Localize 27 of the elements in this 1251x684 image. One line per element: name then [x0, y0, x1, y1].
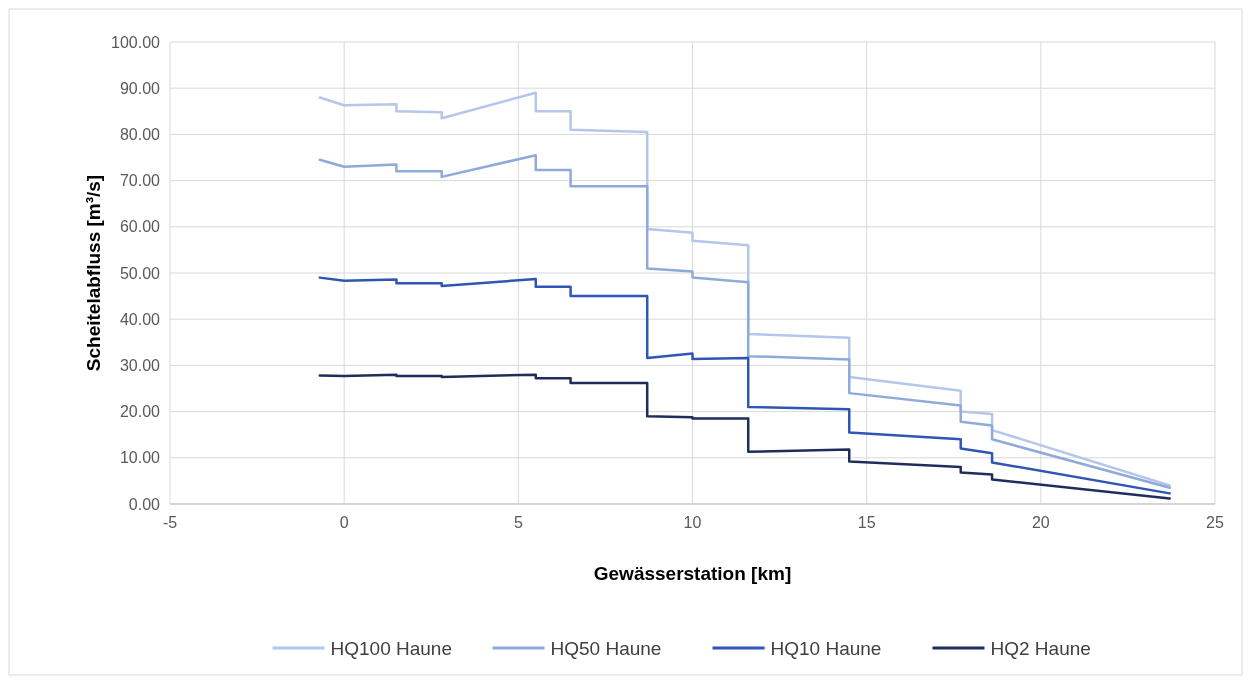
y-tick-label: 40.00 [119, 310, 161, 328]
x-tick-label: 0 [339, 514, 349, 531]
y-tick-label: 20.00 [119, 403, 161, 421]
x-axis-title: Gewässerstation [km] [593, 563, 792, 584]
y-tick-label: 90.00 [119, 79, 161, 97]
line-series [318, 373, 1171, 500]
x-tick-label: 10 [683, 514, 702, 531]
y-tick-label: 70.00 [119, 172, 161, 190]
y-tick-label: 80.00 [119, 126, 161, 143]
y-tick-label: 0.00 [128, 495, 161, 513]
line-series [318, 153, 1171, 490]
legend-label: HQ2 Haune [990, 637, 1091, 659]
x-tick-label: -5 [162, 514, 178, 531]
x-tick-label: 15 [857, 514, 876, 531]
y-axis-title: Scheitelabfluss [m³/s] [83, 174, 104, 372]
legend-label: HQ10 Haune [770, 637, 882, 659]
x-tick-label: 20 [1031, 514, 1050, 531]
y-tick-label: 60.00 [119, 218, 161, 236]
y-tick-label: 100.00 [111, 33, 161, 51]
line-series [318, 276, 1171, 495]
legend-label: HQ100 Haune [330, 637, 452, 659]
y-tick-label: 50.00 [119, 264, 161, 282]
y-tick-label: 30.00 [119, 357, 161, 374]
x-tick-label: 5 [513, 514, 523, 531]
legend-label: HQ50 Haune [550, 637, 662, 659]
x-tick-label: 25 [1206, 514, 1224, 531]
y-tick-label: 10.00 [119, 449, 161, 467]
